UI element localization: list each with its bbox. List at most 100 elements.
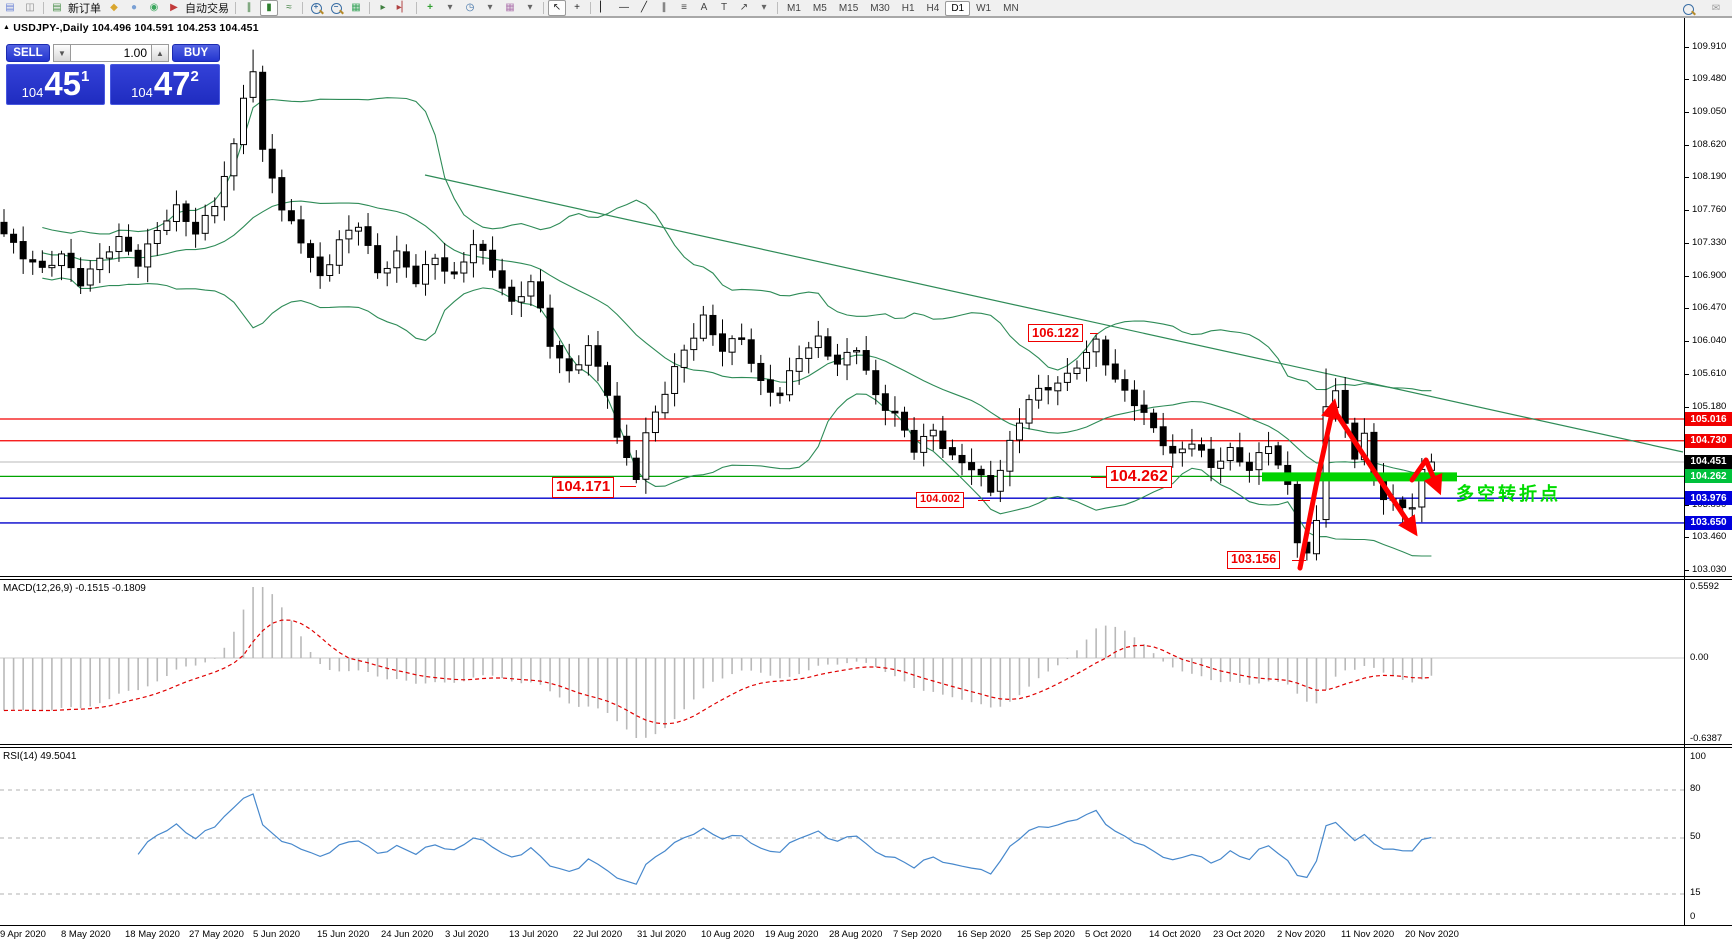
tf-mn[interactable]: MN bbox=[1003, 2, 1019, 14]
trend-arrow-down[interactable] bbox=[1335, 413, 1418, 537]
sell-price-point: 1 bbox=[81, 68, 90, 85]
text-tool-icon[interactable]: A bbox=[700, 2, 708, 13]
autotrading-icon[interactable]: ▶ bbox=[170, 2, 178, 13]
price-callout-104262[interactable]: 104.262 bbox=[1106, 466, 1172, 488]
macd-pane-separator[interactable] bbox=[0, 576, 1732, 577]
rsi-pane-separator[interactable] bbox=[0, 744, 1732, 745]
price-callout-103156[interactable]: 103.156 bbox=[1227, 551, 1281, 569]
text-label-tool-icon[interactable]: T bbox=[720, 2, 728, 13]
candle bbox=[77, 268, 85, 287]
new-order-label[interactable]: 新订单 bbox=[68, 3, 101, 15]
candle bbox=[853, 350, 861, 353]
sell-price-tile[interactable]: 104 45 1 bbox=[6, 64, 105, 105]
price-callout-106122[interactable]: 106.122 bbox=[1028, 324, 1083, 343]
sell-button[interactable]: SELL bbox=[6, 44, 50, 62]
candle bbox=[738, 337, 746, 340]
macd-signal-line bbox=[3, 619, 1432, 725]
turning-point-annotation[interactable]: 多空转折点 bbox=[1456, 484, 1561, 504]
trend-arrow-small[interactable] bbox=[1409, 457, 1443, 496]
axis-tick-mark bbox=[1684, 242, 1689, 244]
candle bbox=[1265, 446, 1273, 454]
search-icon[interactable] bbox=[1679, 1, 1697, 17]
volume-up-button[interactable]: ▲ bbox=[151, 44, 169, 62]
tf-d1[interactable]: D1 bbox=[945, 0, 971, 16]
candle bbox=[144, 243, 152, 268]
bollinger-upper bbox=[42, 97, 1432, 392]
quote-close: 104.451 bbox=[219, 22, 259, 34]
autotrading-label[interactable]: 自动交易 bbox=[185, 3, 229, 15]
date-axis-label: 19 Aug 2020 bbox=[765, 929, 819, 940]
date-axis-label: 31 Jul 2020 bbox=[637, 929, 687, 940]
auto-scroll-icon[interactable]: ▸ bbox=[380, 2, 386, 13]
navigator-icon[interactable]: ◉ bbox=[149, 2, 159, 13]
metaeditor-icon[interactable]: ◆ bbox=[110, 2, 118, 13]
templates-icon[interactable]: ▦ bbox=[505, 2, 515, 13]
trendline-tool-icon[interactable]: ╱ bbox=[640, 2, 648, 13]
turning-point-bar[interactable] bbox=[1262, 472, 1457, 482]
candle bbox=[1006, 439, 1014, 472]
periods-icon[interactable]: ◷ bbox=[465, 2, 475, 13]
crosshair-tool-icon[interactable]: + bbox=[574, 2, 580, 13]
zoom-in-icon[interactable]: + bbox=[307, 0, 325, 16]
tile-windows-icon[interactable]: ▦ bbox=[351, 2, 361, 13]
tf-h1[interactable]: H1 bbox=[901, 2, 915, 14]
candle bbox=[48, 264, 56, 269]
candle bbox=[1054, 382, 1062, 392]
templates-dropdown-icon[interactable]: ▾ bbox=[527, 2, 533, 13]
price-callout-104002[interactable]: 104.002 bbox=[916, 492, 964, 508]
channel-tool-icon[interactable]: ∥ bbox=[661, 2, 667, 13]
cursor-tool-icon[interactable]: ↖ bbox=[548, 0, 566, 16]
fibonacci-tool-icon[interactable]: ≡ bbox=[681, 2, 687, 13]
arrows-tool-icon[interactable]: ↗ bbox=[739, 2, 749, 13]
volume-input[interactable] bbox=[71, 44, 151, 62]
volume-down-button[interactable]: ▼ bbox=[53, 44, 71, 62]
tf-h4[interactable]: H4 bbox=[926, 2, 940, 14]
chat-icon[interactable]: ✉ bbox=[1711, 3, 1721, 14]
chart-shift-icon[interactable]: ▸▏ bbox=[396, 2, 410, 13]
chart-window-icon[interactable]: ▤ bbox=[5, 2, 15, 13]
date-axis-label: 10 Aug 2020 bbox=[701, 929, 755, 940]
tf-m1[interactable]: M1 bbox=[787, 2, 801, 14]
periods-dropdown-icon[interactable]: ▾ bbox=[487, 2, 493, 13]
macd-pane[interactable] bbox=[0, 580, 1684, 744]
tf-m15[interactable]: M15 bbox=[838, 2, 859, 14]
candle bbox=[1332, 390, 1340, 408]
axis-tick-mark bbox=[1684, 308, 1689, 310]
tf-m5[interactable]: M5 bbox=[812, 2, 827, 14]
trend-arrow-up[interactable] bbox=[1297, 398, 1341, 571]
new-order-icon[interactable]: ▤ bbox=[52, 2, 62, 13]
candle bbox=[182, 203, 190, 222]
profile-icon[interactable]: ● bbox=[130, 2, 138, 13]
zoom-out-icon[interactable]: − bbox=[327, 0, 345, 16]
vertical-line-tool-icon[interactable]: ▏ bbox=[600, 2, 608, 13]
price-axis-tick: 106.900 bbox=[1692, 269, 1727, 281]
bar-chart-icon[interactable]: ∥ bbox=[246, 2, 252, 13]
trendline[interactable] bbox=[424, 174, 1684, 453]
price-axis-tick: 106.040 bbox=[1692, 335, 1727, 347]
indicators-icon[interactable]: + bbox=[427, 2, 433, 13]
price-axis-tick: 103.460 bbox=[1692, 531, 1727, 543]
horizontal-line-tool-icon[interactable]: — bbox=[619, 2, 629, 13]
price-callout-104171[interactable]: 104.171 bbox=[552, 477, 615, 498]
rsi-scale-15: 15 bbox=[1690, 887, 1701, 898]
arrows-dropdown-icon[interactable]: ▾ bbox=[761, 2, 767, 13]
indicators-dropdown-icon[interactable]: ▾ bbox=[447, 2, 453, 13]
data-window-icon[interactable]: ◫ bbox=[25, 2, 35, 13]
buy-button[interactable]: BUY bbox=[172, 44, 220, 62]
candlestick-chart-icon[interactable]: ▮ bbox=[260, 0, 278, 16]
tf-w1[interactable]: W1 bbox=[976, 2, 992, 14]
date-axis-label: 8 May 2020 bbox=[61, 929, 111, 940]
tf-m30[interactable]: M30 bbox=[870, 2, 890, 14]
candle bbox=[565, 358, 573, 372]
candle bbox=[1312, 519, 1320, 555]
candle bbox=[10, 233, 18, 243]
price-chart[interactable] bbox=[0, 18, 1684, 576]
price-badge-104.730: 104.730 bbox=[1685, 433, 1732, 448]
candle bbox=[1150, 412, 1158, 429]
candle bbox=[1035, 387, 1043, 401]
candle bbox=[1274, 445, 1282, 466]
buy-price-tile[interactable]: 104 47 2 bbox=[110, 64, 220, 105]
rsi-pane[interactable] bbox=[0, 748, 1684, 925]
line-chart-icon[interactable]: ≈ bbox=[286, 2, 292, 13]
axis-tick-mark bbox=[1684, 570, 1689, 572]
